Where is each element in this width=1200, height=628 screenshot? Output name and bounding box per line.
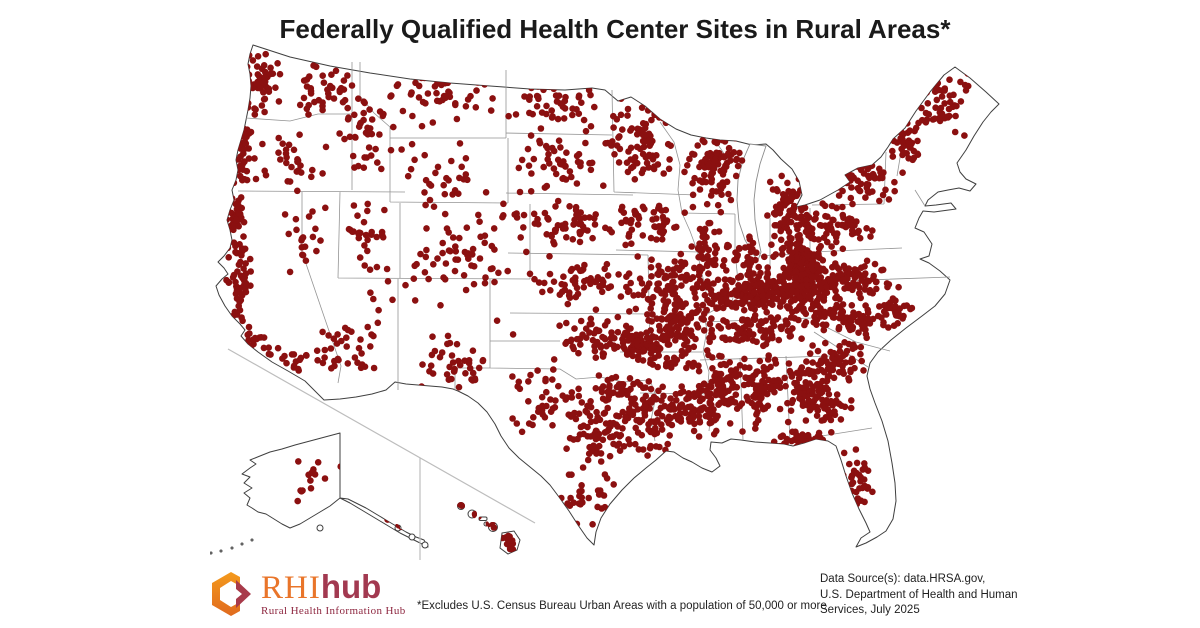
- lake-michigan: [736, 143, 767, 261]
- alaska-shape: [209, 432, 429, 555]
- data-source-line: Services, July 2025: [820, 604, 920, 616]
- logo-brand: RHIhub: [261, 570, 406, 606]
- inset-separators: [227, 348, 536, 560]
- footnote: *Excludes U.S. Census Bureau Urban Areas…: [417, 600, 827, 612]
- state-borders: [237, 62, 951, 442]
- logo-tagline: Rural Health Information Hub: [261, 605, 406, 617]
- us-map: [209, 42, 1010, 562]
- data-source-line: U.S. Department of Health and Human: [820, 588, 1018, 601]
- page-title: Federally Qualified Health Center Sites …: [279, 14, 951, 44]
- map-svg: [209, 44, 1000, 560]
- logo-text-rhi: RHI: [261, 570, 321, 606]
- dots-layer: [221, 50, 972, 553]
- data-source-line: Data Source(s): data.HRSA.gov,: [820, 573, 986, 585]
- rhihub-logo: RHIhub Rural Health Information Hub: [206, 570, 406, 617]
- data-source: Data Source(s): data.HRSA.gov, U.S. Depa…: [820, 572, 1018, 619]
- logo-text-hub: hub: [320, 568, 382, 605]
- hexagon-icon: [212, 572, 251, 616]
